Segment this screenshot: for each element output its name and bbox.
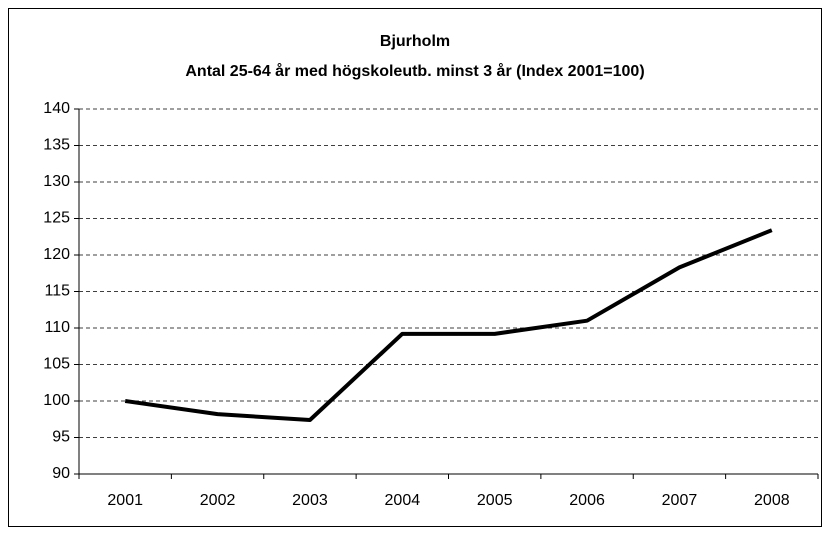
x-tick-label: 2005 xyxy=(477,492,513,509)
x-tick-label: 2002 xyxy=(200,492,236,509)
y-tick-label: 105 xyxy=(43,356,70,373)
y-tick-label: 95 xyxy=(52,429,70,446)
y-tick-label: 140 xyxy=(43,100,70,117)
data-line xyxy=(124,228,773,422)
chart-subtitle: Antal 25-64 år med högskoleutb. minst 3 … xyxy=(185,62,644,80)
y-tick-label: 100 xyxy=(43,392,70,409)
x-tick-label: 2007 xyxy=(662,492,698,509)
x-tick-label: 2001 xyxy=(107,492,143,509)
chart-title: Bjurholm xyxy=(380,33,450,50)
y-tick-label: 135 xyxy=(43,137,70,154)
y-tick-label: 115 xyxy=(44,283,70,300)
y-tick-label: 125 xyxy=(43,210,70,227)
chart-border xyxy=(8,8,822,527)
x-tick-label: 2008 xyxy=(754,492,790,509)
y-tick-label: 110 xyxy=(44,319,70,336)
x-tick-label: 2006 xyxy=(569,492,605,509)
y-tick-label: 130 xyxy=(43,173,70,190)
y-tick-label: 120 xyxy=(43,246,70,263)
x-tick-label: 2003 xyxy=(292,492,328,509)
x-tick-label: 2004 xyxy=(385,492,421,509)
y-tick-label: 90 xyxy=(52,465,70,482)
